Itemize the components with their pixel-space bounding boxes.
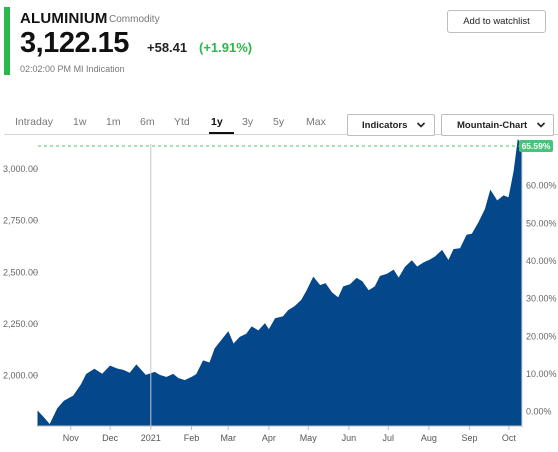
range-tab-1m[interactable]: 1m — [106, 116, 121, 128]
chart-type-dropdown-label: Mountain-Chart — [457, 120, 528, 131]
price-change-accent-bar — [4, 7, 10, 75]
y-axis-right-tick-label: 10.00% — [526, 369, 557, 379]
chevron-down-icon — [536, 122, 546, 128]
chart-type-dropdown[interactable]: Mountain-Chart — [441, 114, 554, 136]
range-tab-ytd[interactable]: Ytd — [174, 116, 190, 128]
range-selector: Intraday 1w 1m 6m Ytd 1y 3y 5y Max — [4, 111, 556, 135]
price-chart[interactable]: 3,000.00 2,750.00 2,500.00 2,250.00 2,000.00… — [0, 136, 558, 452]
price-area-series — [37, 139, 523, 427]
y-axis-left-tick-label: 2,750.00 — [3, 216, 38, 226]
y-axis-right-tick-label: 40.00% — [526, 256, 557, 266]
range-tab-3y[interactable]: 3y — [242, 116, 254, 128]
y-axis-right-tick-label: 50.00% — [526, 218, 557, 228]
last-value-badge — [519, 140, 553, 152]
indicators-dropdown[interactable]: Indicators — [347, 114, 435, 136]
chevron-down-icon — [416, 122, 426, 128]
y-axis-right-tick-label: 30.00% — [526, 294, 557, 304]
range-tab-6m[interactable]: 6m — [140, 116, 155, 128]
indicators-dropdown-label: Indicators — [362, 120, 408, 131]
instrument-name: ALUMINIUM — [20, 10, 108, 27]
y-axis-left-tick-label: 2,250.00 — [3, 319, 38, 329]
x-axis-tick-label: 2021 — [141, 433, 161, 443]
x-axis-tick-label: Jun — [342, 433, 357, 443]
toolbar-divider — [4, 134, 558, 135]
quote-time: 02:02:00 PM — [20, 64, 72, 74]
y-axis-right-tick-label: 20.00% — [526, 331, 557, 341]
price-change-percent: (+1.91%) — [199, 40, 253, 55]
x-axis-tick-label: Jul — [382, 433, 394, 443]
x-axis-tick-label: Oct — [502, 433, 517, 443]
active-range-underline — [209, 132, 234, 134]
x-axis-tick-label: Aug — [421, 433, 437, 443]
y-axis-left-tick-label: 3,000.00 — [3, 164, 38, 174]
quote-indication: MI Indication — [73, 64, 125, 74]
instrument-type: Commodity — [109, 14, 160, 25]
y-axis-left-tick-label: 2,000.00 — [3, 370, 38, 380]
add-to-watchlist-button[interactable]: Add to watchlist — [447, 10, 546, 33]
price-change: +58.41 — [147, 40, 188, 55]
y-axis-left-tick-label: 2,500.00 — [3, 267, 38, 277]
range-tab-1y[interactable]: 1y — [211, 116, 223, 128]
x-axis-tick-label: Mar — [220, 433, 236, 443]
y-axis-right-tick-label: 60.00% — [526, 181, 557, 191]
range-tab-1w[interactable]: 1w — [73, 116, 87, 128]
quote-timestamp: 02:02:00 PM MI Indication — [20, 64, 125, 74]
range-tab-max[interactable]: Max — [306, 116, 326, 128]
x-axis-tick-label: Sep — [462, 433, 478, 443]
x-axis-tick-label: Apr — [262, 433, 276, 443]
x-axis-tick-label: Feb — [184, 433, 200, 443]
x-axis-tick-label: Dec — [102, 433, 119, 443]
x-axis-tick-label: May — [300, 433, 318, 443]
last-value-badge-label: 65.59% — [522, 141, 551, 151]
last-price: 3,122.15 — [20, 27, 129, 59]
range-tab-5y[interactable]: 5y — [273, 116, 285, 128]
y-axis-right-tick-label: 0.00% — [526, 407, 552, 417]
x-axis-tick-label: Nov — [63, 433, 80, 443]
range-tab-intraday[interactable]: Intraday — [15, 116, 53, 128]
